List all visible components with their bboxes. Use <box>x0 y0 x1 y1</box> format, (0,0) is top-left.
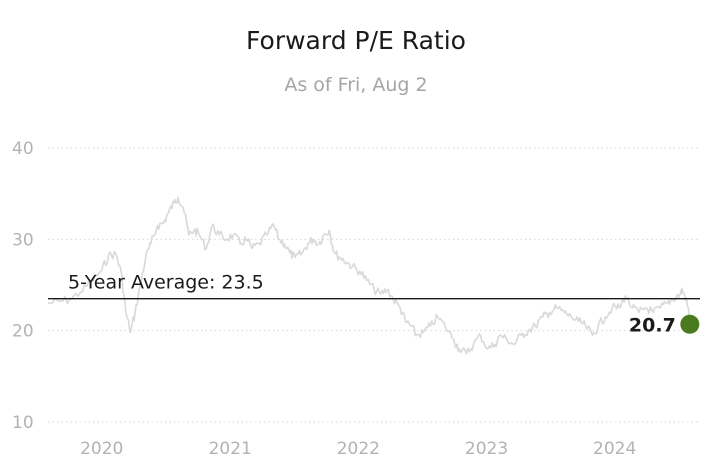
last-point-marker <box>680 314 700 334</box>
grid-lines <box>48 147 700 423</box>
chart-title: Forward P/E Ratio <box>246 26 466 55</box>
average-label: 5-Year Average: 23.5 <box>68 272 264 294</box>
last-point-label: 20.7 <box>629 314 676 336</box>
series-layer <box>47 196 691 355</box>
last-point-layer: 20.7 <box>629 314 700 336</box>
y-tick-label: 20 <box>12 322 34 342</box>
y-axis-ticks: 10 20 30 40 <box>12 139 34 433</box>
chart-subtitle: As of Fri, Aug 2 <box>284 74 428 96</box>
y-tick-label: 40 <box>12 139 34 159</box>
y-tick-label: 10 <box>12 413 34 433</box>
x-axis-ticks: 2020 2021 2022 2023 2024 <box>80 439 636 459</box>
x-tick-label: 2020 <box>80 439 123 459</box>
x-tick-label: 2021 <box>209 439 252 459</box>
x-tick-label: 2022 <box>337 439 380 459</box>
y-tick-label: 30 <box>12 230 34 250</box>
x-tick-label: 2023 <box>465 439 508 459</box>
pe-ratio-series-line <box>47 196 691 355</box>
average-layer: 5-Year Average: 23.5 <box>48 272 700 300</box>
x-tick-label: 2024 <box>593 439 636 459</box>
